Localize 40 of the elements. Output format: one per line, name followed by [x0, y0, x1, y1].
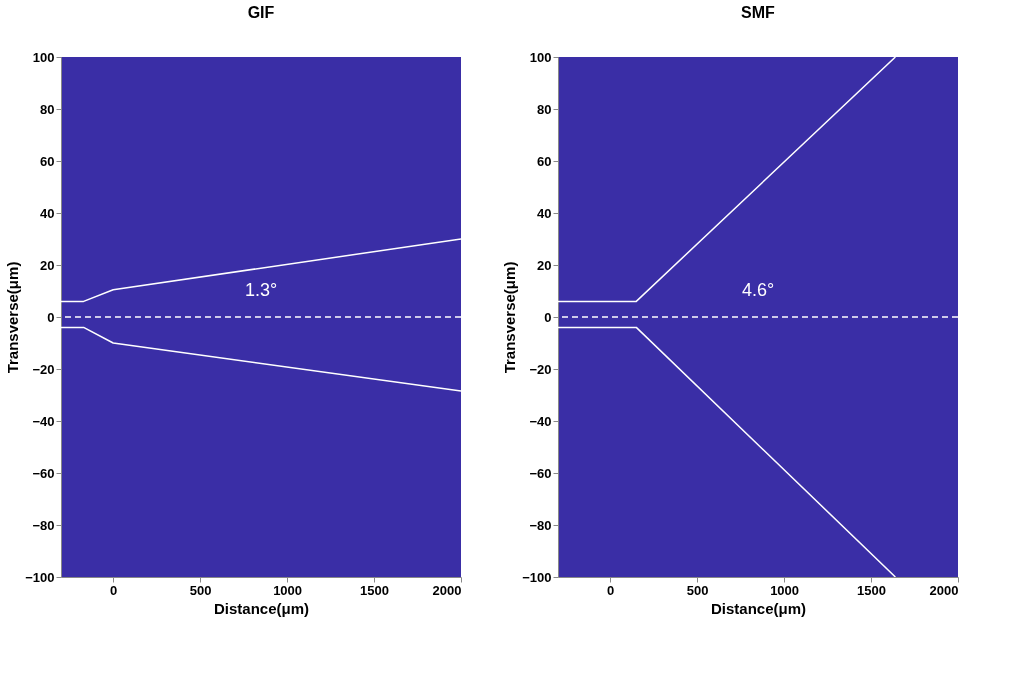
y-tick-label: −100	[522, 569, 552, 585]
x-tick-label: 1000	[770, 582, 800, 598]
y-tick-label: 20	[537, 257, 552, 273]
x-axis-title: Distance(μm)	[213, 599, 310, 617]
y-tick-label: 0	[544, 309, 552, 325]
y-tick-label: 40	[40, 205, 55, 221]
annotation: 1.3°	[244, 280, 278, 300]
x-tick-label: 500	[189, 582, 212, 598]
x-tick-label: 1500	[857, 582, 886, 598]
y-tick-label: 100	[32, 49, 55, 65]
y-tick-label: −100	[25, 569, 55, 585]
annotation: 4.6°	[741, 280, 775, 300]
chart-title: SMF	[741, 4, 776, 21]
y-tick-label: 80	[40, 101, 55, 117]
y-tick-label: 20	[40, 257, 55, 273]
x-tick-label: 2000	[929, 582, 959, 598]
y-tick-label: 40	[537, 205, 552, 221]
y-tick-label: −20	[529, 361, 552, 377]
y-tick-label: 80	[537, 101, 552, 117]
y-axis-title: Transverse(μm)	[501, 261, 519, 374]
chart-title: GIF	[247, 4, 275, 21]
y-tick-label: 100	[529, 49, 552, 65]
x-tick-label: 1500	[360, 582, 389, 598]
x-tick-label: 500	[686, 582, 709, 598]
x-tick-label: 1000	[273, 582, 303, 598]
x-tick-label: 0	[607, 582, 615, 598]
y-tick-label: −60	[529, 465, 552, 481]
y-tick-label: −40	[32, 413, 55, 429]
y-tick-label: 0	[47, 309, 55, 325]
x-tick-label: 0	[110, 582, 118, 598]
y-tick-label: −20	[32, 361, 55, 377]
x-tick-label: 2000	[432, 582, 462, 598]
y-axis-title: Transverse(μm)	[4, 261, 22, 374]
y-tick-label: −40	[529, 413, 552, 429]
x-axis-title: Distance(μm)	[710, 599, 807, 617]
y-tick-label: −60	[32, 465, 55, 481]
y-tick-label: −80	[529, 517, 552, 533]
y-tick-label: 60	[537, 153, 552, 169]
y-tick-label: 60	[40, 153, 55, 169]
y-tick-label: −80	[32, 517, 55, 533]
